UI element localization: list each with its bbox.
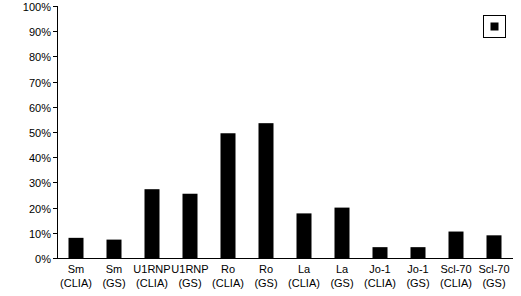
y-tick <box>53 182 57 183</box>
x-axis <box>57 258 513 259</box>
bars <box>69 123 502 258</box>
label-line: (CLIA) <box>136 277 168 289</box>
x-tick-label: Jo-1 (GS) <box>406 263 429 289</box>
bar <box>487 235 502 258</box>
label-line: La <box>336 263 349 275</box>
label-line: (CLIA) <box>440 277 472 289</box>
label-line: Sm <box>106 263 123 275</box>
y-tick <box>53 258 57 259</box>
label-line: (GS) <box>102 277 125 289</box>
label-line: Ro <box>259 263 273 275</box>
y-tick-label: 10% <box>29 228 51 240</box>
y-tick-label: 100% <box>23 1 51 13</box>
y-tick-label: 30% <box>29 177 51 189</box>
y-tick <box>53 132 57 133</box>
bar <box>183 194 198 258</box>
label-line: (GS) <box>254 277 277 289</box>
bar <box>221 133 236 258</box>
y-tick-label: 0% <box>35 253 51 265</box>
bar <box>335 208 350 258</box>
x-tick-label: Jo-1 (CLIA) <box>364 263 396 289</box>
y-tick <box>53 56 57 57</box>
label-line: Ro <box>221 263 235 275</box>
x-tick-label: Ro (CLIA) <box>212 263 244 289</box>
y-tick <box>53 157 57 158</box>
y-tick <box>53 208 57 209</box>
x-tick-label: Sm (CLIA) <box>60 263 92 289</box>
y-tick-label: 50% <box>29 127 51 139</box>
y-tick <box>53 31 57 32</box>
label-line: U1RNP <box>171 263 208 275</box>
y-tick <box>53 6 57 7</box>
label-line: (CLIA) <box>288 277 320 289</box>
label-line: (GS) <box>482 277 505 289</box>
label-line: Sm <box>68 263 85 275</box>
y-tick-label: 90% <box>29 26 51 38</box>
label-line: (GS) <box>178 277 201 289</box>
chart: 0% 10% 20% 30% 40% 50% 60% 70% 80% 90% 100% Sm (CLIA… <box>0 0 521 296</box>
x-tick-label: Ro (GS) <box>254 263 277 289</box>
y-tick <box>53 233 57 234</box>
y-axis <box>57 6 58 258</box>
bar <box>411 247 426 258</box>
label-line: (GS) <box>406 277 429 289</box>
label-line: (GS) <box>330 277 353 289</box>
legend-swatch <box>491 23 499 31</box>
label-line: Scl-70 <box>478 263 509 275</box>
bar <box>373 247 388 258</box>
x-tick-label: Scl-70 (GS) <box>478 263 509 289</box>
bar <box>107 240 122 258</box>
label-line: (CLIA) <box>60 277 92 289</box>
legend-box <box>484 16 506 38</box>
label-line: Jo-1 <box>369 263 390 275</box>
label-line: (CLIA) <box>212 277 244 289</box>
y-tick-label: 60% <box>29 102 51 114</box>
label-line: U1RNP <box>133 263 170 275</box>
y-tick-label: 80% <box>29 51 51 63</box>
label-line: Scl-70 <box>440 263 471 275</box>
y-tick <box>53 107 57 108</box>
bar <box>259 123 274 258</box>
x-tick-label: U1RNP (CLIA) <box>133 263 170 289</box>
bar <box>69 238 84 258</box>
x-tick-label: Sm (GS) <box>102 263 125 289</box>
y-tick <box>53 82 57 83</box>
x-tick-label: Scl-70 (CLIA) <box>440 263 472 289</box>
label-line: (CLIA) <box>364 277 396 289</box>
bar <box>449 232 464 258</box>
x-tick-label: La (GS) <box>330 263 353 289</box>
label-line: Jo-1 <box>407 263 428 275</box>
y-tick-label: 40% <box>29 152 51 164</box>
y-tick-label: 20% <box>29 203 51 215</box>
x-tick-label: U1RNP (GS) <box>171 263 208 289</box>
y-tick-label: 70% <box>29 77 51 89</box>
chart-container: 0% 10% 20% 30% 40% 50% 60% 70% 80% 90% 100% Sm (CLIA… <box>0 0 521 296</box>
label-line: La <box>298 263 311 275</box>
bar <box>145 189 160 258</box>
bar <box>297 213 312 258</box>
x-tick-label: La (CLIA) <box>288 263 320 289</box>
